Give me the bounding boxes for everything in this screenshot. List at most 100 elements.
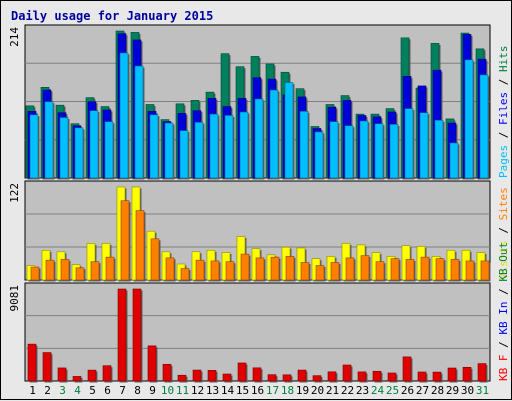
bar — [194, 122, 204, 179]
bar-kb-f — [462, 366, 473, 383]
bar — [449, 142, 459, 179]
x-tick-label: 15 — [236, 384, 249, 397]
bar — [149, 114, 159, 179]
bar — [404, 108, 414, 179]
panels-layer: 214 Pages / Files / Hits 122 Visits / Sites… — [8, 24, 510, 383]
bar — [435, 258, 445, 281]
bar-sites — [285, 256, 296, 282]
bar — [402, 356, 412, 382]
bar-pages — [374, 123, 385, 180]
bar-kb-f — [252, 367, 263, 383]
bar-pages — [29, 114, 40, 180]
bar — [285, 256, 295, 281]
bar — [192, 369, 202, 382]
bar-sites — [360, 255, 371, 282]
bar — [102, 365, 112, 382]
bar-pages — [179, 130, 190, 180]
bar-pages — [359, 120, 370, 180]
bar — [74, 127, 84, 179]
x-tick-label: 13 — [206, 384, 219, 397]
bar-sites — [405, 259, 416, 282]
x-tick-label: 21 — [326, 384, 339, 397]
bar-pages — [104, 121, 115, 180]
bar-kb-f — [417, 371, 428, 383]
bar-kb-f — [267, 374, 278, 383]
x-tick-label: 22 — [341, 384, 354, 397]
bar — [164, 122, 174, 179]
x-tick-label: 2 — [44, 384, 51, 397]
bar-sites — [330, 262, 341, 282]
bar-pages — [119, 52, 130, 180]
x-tick-label: 5 — [89, 384, 96, 397]
bar — [237, 362, 247, 382]
bar-kb-f — [357, 371, 368, 383]
bar — [270, 256, 280, 281]
bar-sites — [165, 257, 176, 282]
bar — [432, 371, 442, 382]
bar-pages — [434, 119, 445, 180]
bar — [329, 121, 339, 179]
bar — [27, 343, 37, 382]
bar-sites — [30, 266, 41, 282]
bar — [372, 370, 382, 382]
bar-sites — [180, 268, 191, 282]
bar-kb-f — [147, 345, 158, 383]
bar-sites — [45, 259, 56, 282]
bar-sites — [195, 259, 206, 282]
bar-kb-f — [72, 376, 83, 383]
bar — [72, 376, 82, 382]
x-tick-label: 10 — [161, 384, 174, 397]
x-tick-label: 14 — [221, 384, 235, 397]
x-tick-label: 30 — [461, 384, 474, 397]
bar — [44, 101, 54, 179]
bar-kb-f — [237, 362, 248, 383]
legend-segment: / — [497, 282, 510, 302]
x-tick-label: 11 — [176, 384, 189, 397]
bar-pages — [74, 127, 85, 180]
bar-kb-f — [132, 288, 143, 383]
legend-segment: Pages — [497, 145, 510, 178]
bar-sites — [345, 257, 356, 282]
bar-kb-f — [297, 369, 308, 383]
bar-pages — [44, 101, 55, 180]
x-tick-label: 17 — [266, 384, 279, 397]
bar-sites — [480, 260, 491, 282]
bar-pages — [329, 121, 340, 180]
bar — [375, 261, 385, 281]
bar — [405, 259, 415, 281]
bar — [209, 113, 219, 179]
bar — [312, 375, 322, 382]
bar — [89, 110, 99, 179]
bar — [57, 367, 67, 382]
bar — [195, 259, 205, 281]
bar — [180, 268, 190, 281]
bar-kb-f — [102, 365, 113, 383]
bar — [224, 115, 234, 179]
bar-pages — [404, 108, 415, 180]
legend-segment: Sites — [497, 187, 510, 220]
bar — [450, 259, 460, 281]
bar — [75, 267, 85, 281]
bar-sites — [210, 260, 221, 282]
bar — [135, 210, 145, 281]
bar — [119, 52, 129, 179]
bar-sites — [150, 238, 161, 282]
bar — [42, 352, 52, 382]
bar — [132, 288, 142, 382]
bar — [420, 256, 430, 281]
bar — [254, 98, 264, 179]
bar — [255, 257, 265, 281]
x-tick-label: 24 — [371, 384, 385, 397]
legend-segment: Files — [497, 92, 510, 125]
bar-sites — [420, 256, 431, 282]
bar — [390, 258, 400, 281]
legend-segment: / — [497, 125, 510, 145]
bar — [434, 119, 444, 179]
bar-sites — [60, 259, 71, 282]
bar — [374, 123, 384, 179]
bar-sites — [105, 256, 116, 282]
bar — [162, 363, 172, 382]
bar-kb-f — [192, 369, 203, 383]
